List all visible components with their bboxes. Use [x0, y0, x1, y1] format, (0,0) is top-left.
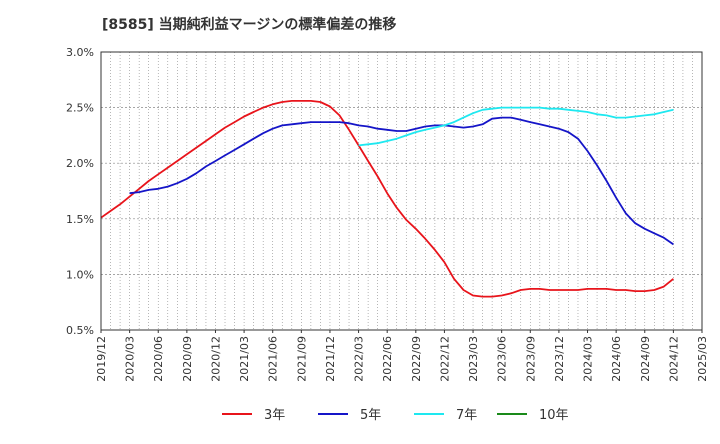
legend-label: 10年 — [539, 408, 569, 423]
x-tick-label: 2025/03 — [696, 336, 709, 382]
x-tick-label: 2023/09 — [524, 336, 537, 382]
legend-label: 7年 — [456, 408, 477, 423]
legend-label: 3年 — [264, 408, 285, 423]
x-tick-label: 2021/03 — [238, 336, 251, 382]
x-tick-label: 2022/06 — [381, 336, 394, 382]
x-tick-label: 2020/03 — [124, 336, 137, 382]
y-tick-label: 2.0% — [66, 157, 94, 170]
y-tick-label: 1.5% — [66, 213, 94, 226]
y-tick-label: 1.0% — [66, 268, 94, 281]
x-tick-label: 2020/12 — [209, 336, 222, 382]
series-line-5年 — [129, 116, 674, 246]
x-tick-label: 2021/09 — [295, 336, 308, 382]
x-tick-label: 2024/03 — [582, 336, 595, 382]
series-layer — [100, 100, 674, 298]
y-tick-label: 2.5% — [66, 102, 94, 115]
series-line-3年 — [100, 100, 674, 298]
x-tick-label: 2024/06 — [610, 336, 623, 382]
x-tick-label: 2024/12 — [667, 336, 680, 382]
grid — [101, 52, 702, 330]
plot-border — [100, 51, 703, 331]
x-tick-label: 2022/12 — [438, 336, 451, 382]
x-tick-label: 2022/03 — [353, 336, 366, 382]
x-tick-label: 2019/12 — [95, 336, 108, 382]
x-tick-label: 2024/09 — [639, 336, 652, 382]
x-tick-label: 2023/03 — [467, 336, 480, 382]
x-tick-label: 2022/09 — [410, 336, 423, 382]
plot-area — [101, 52, 702, 330]
series-line-7年 — [358, 106, 674, 147]
legend-label: 5年 — [360, 408, 381, 423]
y-tick-label: 3.0% — [66, 46, 94, 59]
chart-title: [8585] 当期純利益マージンの標準偏差の推移 — [102, 16, 396, 33]
axes: 0.5% 1.0% 1.5% 2.0% 2.5% 3.0% 2019/12 2020/03 20… — [66, 46, 709, 382]
x-tick-label: 2023/06 — [496, 336, 509, 382]
x-tick-label: 2023/12 — [553, 336, 566, 382]
legend: 3年 5年 7年 10年 — [222, 408, 569, 423]
y-tick-label: 0.5% — [66, 324, 94, 337]
x-tick-label: 2020/09 — [181, 336, 194, 382]
x-tick-label: 2020/06 — [152, 336, 165, 382]
x-tick-label: 2021/06 — [267, 336, 280, 382]
x-tick-label: 2021/12 — [324, 336, 337, 382]
